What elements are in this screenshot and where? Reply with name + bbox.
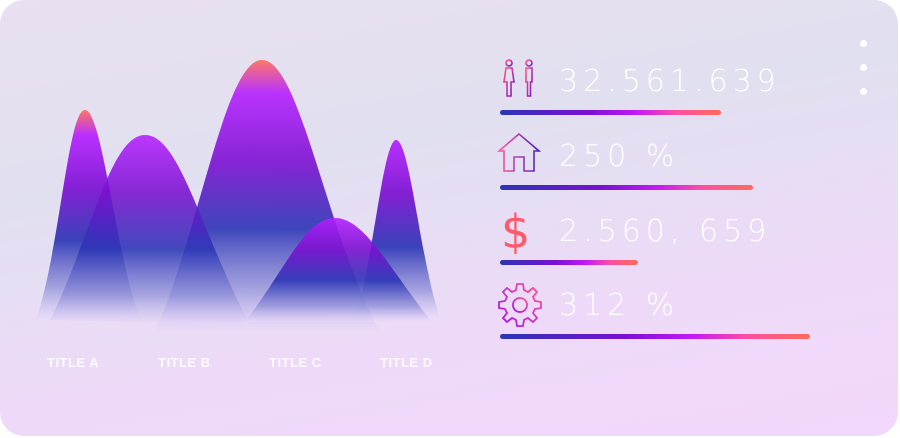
chart-label: TITLE D (380, 355, 433, 370)
svg-text:$: $ (501, 208, 530, 254)
stat-value: 312 % (559, 288, 680, 323)
dollar-icon: $ (501, 208, 530, 254)
stat-money: $ 2.560, 659 (497, 208, 857, 278)
stat-value: 32.561.639 (559, 64, 781, 99)
stat-value: 250 % (559, 139, 680, 174)
progress-bar (500, 260, 820, 265)
progress-fill (500, 334, 811, 339)
gear-icon (498, 283, 542, 327)
progress-bar (500, 185, 820, 190)
peaks-chart (36, 60, 440, 332)
progress-fill (500, 260, 638, 265)
more-vertical-icon[interactable] (858, 40, 870, 100)
progress-bar (500, 110, 820, 115)
house-icon (497, 133, 542, 172)
progress-fill (500, 185, 753, 190)
stat-population: 32.561.639 (497, 58, 857, 128)
progress-fill (500, 110, 721, 115)
stat-housing: 250 % (497, 133, 857, 203)
peak (245, 218, 432, 322)
progress-bar (500, 334, 820, 339)
people-icon (503, 59, 533, 97)
chart-label: TITLE C (269, 355, 322, 370)
chart-label: TITLE A (47, 355, 100, 370)
stat-value: 2.560, 659 (559, 214, 772, 249)
stat-settings: 312 % (497, 282, 857, 352)
chart-label: TITLE B (158, 355, 211, 370)
peak (50, 135, 250, 325)
